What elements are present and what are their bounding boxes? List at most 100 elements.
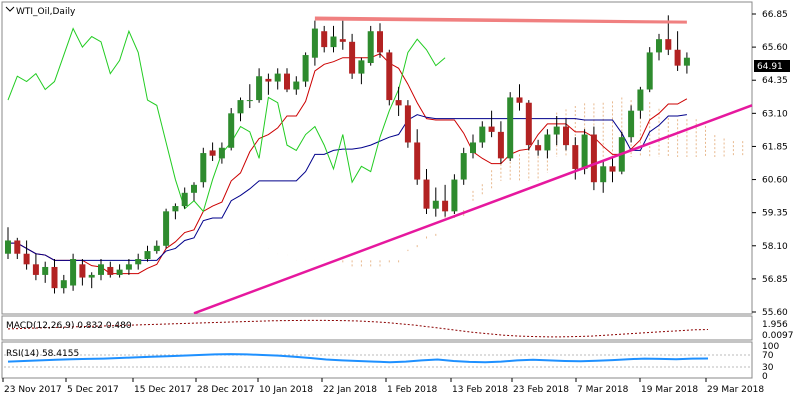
- main-pane-frame: [1, 1, 753, 315]
- current-price-box: [754, 60, 790, 72]
- rsi-axis-label: 70: [762, 351, 774, 361]
- macd-axis-label: 1.956: [762, 320, 788, 330]
- candle-bear: [442, 200, 449, 212]
- candle-bull: [656, 39, 662, 53]
- chart-title: WTI_Oil,Daily: [5, 6, 76, 17]
- candle-bear: [414, 142, 421, 180]
- candle-bear: [349, 41, 356, 74]
- candle-bear: [674, 49, 681, 66]
- candle-bear: [516, 97, 523, 103]
- candle-bear: [23, 253, 30, 265]
- candle-bear: [32, 264, 39, 275]
- time-axis-label: 23 Nov 2017: [4, 385, 62, 395]
- rsi-indicator: [4, 353, 750, 368]
- candle-bull: [228, 113, 235, 148]
- resistance-line: [314, 16, 687, 24]
- chikou-line: [7, 27, 446, 213]
- candle-bear: [321, 31, 328, 48]
- candle-bull: [507, 97, 514, 159]
- price-axis-label: 65.60: [762, 43, 788, 53]
- candle-bear: [488, 126, 495, 132]
- candle-bear: [665, 39, 672, 50]
- price-axis: 66.85 65.60 64.35 63.10 61.85 60.60 59.35 58.10…: [762, 10, 788, 318]
- candle-bull: [451, 179, 458, 212]
- current-price-marker: 64.91: [754, 60, 790, 72]
- candle-bear: [535, 145, 542, 151]
- candle-bear: [572, 145, 579, 169]
- macd-axis-label: 0.0097: [762, 331, 794, 341]
- time-axis-label: 23 Feb 2018: [513, 385, 569, 395]
- candle-bull: [628, 110, 635, 138]
- rsi-line: [7, 353, 709, 364]
- candle-bull: [191, 184, 197, 193]
- candle-bear: [525, 102, 532, 146]
- candle-bear: [265, 78, 272, 82]
- candle-bear: [395, 100, 402, 106]
- chart-title-text: WTI_Oil,Daily: [16, 7, 76, 17]
- time-axis-label: 10 Jan 2018: [259, 385, 313, 395]
- candle-bear: [563, 126, 569, 146]
- candle-bull: [135, 259, 142, 265]
- rsi-pane-frame: [1, 341, 753, 379]
- candle-bull: [600, 166, 607, 183]
- candle-bull: [311, 28, 318, 58]
- candle-bull: [60, 280, 67, 289]
- candle-bull: [144, 251, 151, 260]
- candle-bull: [581, 134, 588, 169]
- time-axis-label: 5 Dec 2017: [67, 385, 119, 395]
- candle-bull: [172, 206, 179, 212]
- rsi-axis-label: 30: [762, 363, 774, 373]
- time-axis-label: 7 Mar 2018: [577, 385, 629, 395]
- candle-bull: [116, 269, 123, 275]
- candle-bear: [14, 240, 21, 254]
- chart-window-icon: [5, 6, 15, 12]
- candle-bull: [163, 211, 170, 246]
- candle-bear: [107, 266, 114, 275]
- candle-bull: [544, 134, 551, 151]
- candle-bull: [479, 126, 486, 143]
- candle-bull: [637, 89, 644, 111]
- candle-bull: [200, 153, 207, 183]
- candle-bull: [646, 52, 653, 90]
- time-axis-label: 15 Dec 2017: [134, 385, 192, 395]
- macd-signal-line: [7, 319, 709, 338]
- candlestick-series: [5, 15, 690, 294]
- macd-indicator: [7, 319, 709, 338]
- candle-bear: [79, 264, 86, 278]
- candle-bull: [181, 192, 188, 207]
- price-grid: [752, 13, 756, 313]
- rsi-axis-label: 0: [762, 372, 768, 382]
- candle-bear: [423, 179, 430, 209]
- candle-bull: [153, 245, 160, 252]
- support-trendline: [193, 104, 753, 315]
- candle-bull: [330, 36, 337, 48]
- candle-bear: [51, 266, 58, 289]
- candle-bear: [209, 150, 216, 156]
- candle-bull: [237, 100, 244, 114]
- time-axis-label: 22 Jan 2018: [323, 385, 377, 395]
- time-axis-label: 13 Feb 2018: [452, 385, 508, 395]
- time-axis-label: 19 Mar 2018: [641, 385, 698, 395]
- price-axis-label: 59.35: [762, 209, 788, 219]
- price-axis-label: 61.85: [762, 142, 788, 152]
- candle-bull: [125, 264, 132, 270]
- candle-bull: [358, 60, 365, 74]
- price-axis-label: 56.85: [762, 275, 788, 285]
- candle-bull: [683, 57, 690, 66]
- candle-bear: [386, 52, 393, 101]
- candle-bear: [609, 166, 616, 172]
- candle-bull: [432, 200, 439, 209]
- candle-bear: [590, 134, 597, 183]
- time-axis-label: 1 Feb 2018: [387, 385, 438, 395]
- candle-bear: [377, 31, 383, 53]
- price-axis-label: 66.85: [762, 10, 788, 20]
- candle-bull: [470, 142, 476, 154]
- price-axis-label: 58.10: [762, 242, 788, 252]
- candle-bear: [284, 73, 290, 90]
- price-axis-label: 63.10: [762, 109, 788, 119]
- candle-bear: [339, 39, 346, 42]
